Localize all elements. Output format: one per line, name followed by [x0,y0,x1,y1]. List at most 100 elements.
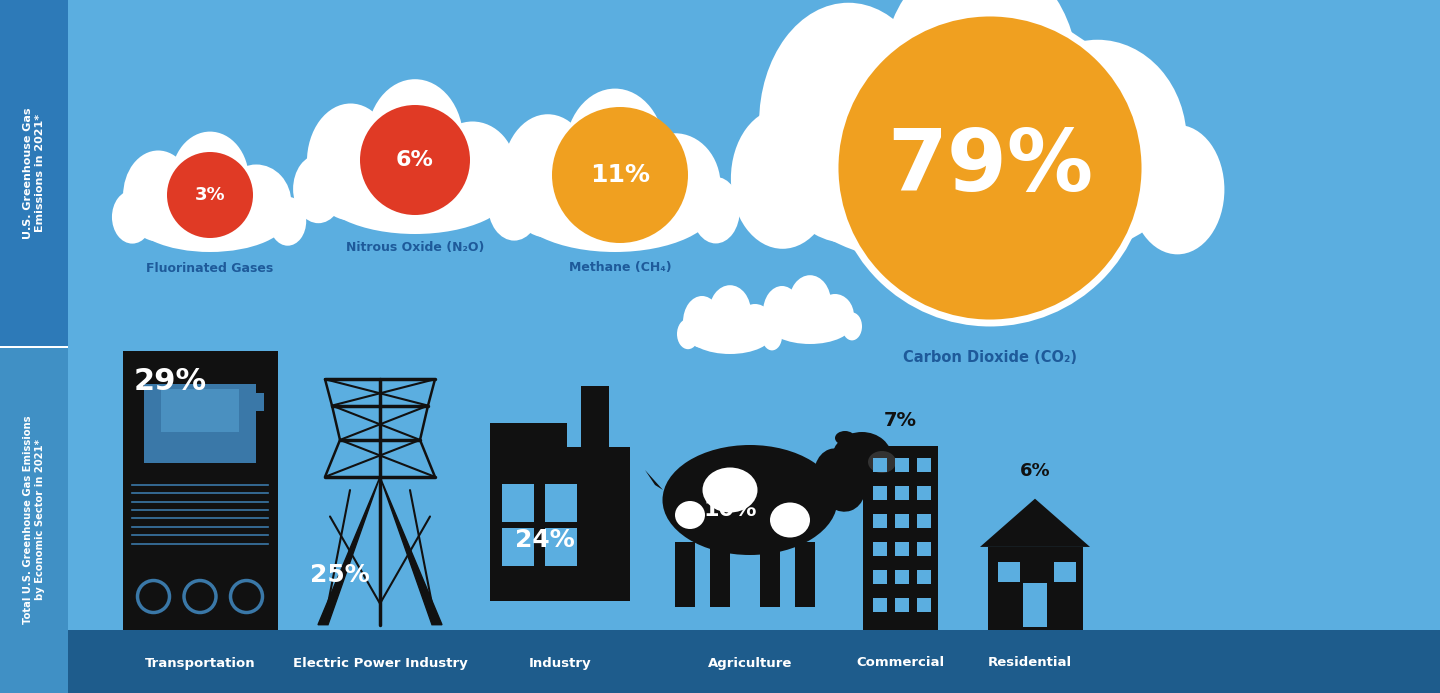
Polygon shape [981,499,1090,547]
Ellipse shape [429,121,516,220]
FancyBboxPatch shape [998,562,1020,582]
Text: 10%: 10% [703,500,757,520]
Polygon shape [645,470,662,490]
Text: 3%: 3% [194,186,225,204]
FancyBboxPatch shape [503,527,534,565]
Ellipse shape [881,0,1079,204]
Text: Agriculture: Agriculture [708,656,792,669]
Ellipse shape [868,451,896,473]
FancyBboxPatch shape [544,484,577,522]
Text: Transportation: Transportation [144,656,255,669]
Ellipse shape [789,275,831,330]
FancyBboxPatch shape [873,486,887,500]
FancyBboxPatch shape [1054,562,1076,582]
Ellipse shape [122,150,193,241]
Ellipse shape [703,468,757,513]
FancyBboxPatch shape [896,514,909,528]
FancyBboxPatch shape [896,542,909,556]
FancyBboxPatch shape [896,598,909,612]
FancyBboxPatch shape [988,547,1083,630]
Text: U.S. Greenhouse Gas
Emissions in 2021*: U.S. Greenhouse Gas Emissions in 2021* [23,107,45,239]
Ellipse shape [294,155,344,223]
Text: 25%: 25% [310,563,370,587]
Ellipse shape [112,191,153,244]
Ellipse shape [513,157,717,252]
FancyBboxPatch shape [544,527,577,565]
FancyBboxPatch shape [873,514,887,528]
Circle shape [167,152,253,238]
Ellipse shape [770,502,809,538]
Ellipse shape [662,445,838,555]
Ellipse shape [835,431,855,445]
Text: Industry: Industry [528,656,592,669]
Polygon shape [318,477,380,624]
FancyBboxPatch shape [161,389,239,432]
Ellipse shape [367,79,464,202]
Text: Fluorinated Gases: Fluorinated Gases [147,261,274,274]
FancyBboxPatch shape [873,542,887,556]
FancyBboxPatch shape [917,570,932,584]
Ellipse shape [842,313,863,340]
Text: 11%: 11% [590,163,649,187]
FancyBboxPatch shape [1022,583,1047,627]
Text: 6%: 6% [1020,462,1050,480]
FancyBboxPatch shape [863,446,937,630]
Circle shape [230,581,262,613]
Circle shape [184,581,216,613]
Ellipse shape [683,296,721,348]
Ellipse shape [736,304,775,348]
Circle shape [552,107,688,243]
Ellipse shape [171,132,249,227]
Ellipse shape [732,108,834,249]
Circle shape [360,105,469,215]
Ellipse shape [307,103,395,220]
Text: 7%: 7% [884,412,916,430]
Text: Total U.S. Greenhouse Gas Emissions
by Economic Sector in 2021*: Total U.S. Greenhouse Gas Emissions by E… [23,416,45,624]
FancyBboxPatch shape [873,458,887,472]
Text: 24%: 24% [516,528,575,552]
Ellipse shape [780,86,1179,271]
FancyBboxPatch shape [873,570,887,584]
Text: Carbon Dioxide (CO₂): Carbon Dioxide (CO₂) [903,351,1077,365]
FancyBboxPatch shape [580,386,609,601]
FancyBboxPatch shape [896,458,909,472]
Ellipse shape [708,286,752,340]
Text: 79%: 79% [887,127,1093,209]
FancyBboxPatch shape [490,447,631,601]
Ellipse shape [814,448,865,511]
FancyBboxPatch shape [917,598,932,612]
Ellipse shape [317,144,513,234]
FancyBboxPatch shape [0,346,68,347]
Ellipse shape [687,314,772,354]
FancyBboxPatch shape [68,630,1440,693]
FancyBboxPatch shape [917,486,932,500]
FancyBboxPatch shape [795,542,815,607]
Ellipse shape [503,114,593,238]
Ellipse shape [762,322,782,351]
Ellipse shape [691,177,740,243]
Ellipse shape [222,164,291,241]
FancyBboxPatch shape [760,542,780,607]
Circle shape [137,581,170,613]
FancyBboxPatch shape [917,542,932,556]
Ellipse shape [759,3,937,243]
FancyBboxPatch shape [917,458,932,472]
Ellipse shape [1130,125,1224,254]
FancyBboxPatch shape [490,423,567,452]
Text: Commercial: Commercial [855,656,945,669]
Ellipse shape [1008,40,1187,243]
Text: Residential: Residential [988,656,1071,669]
Ellipse shape [677,319,698,349]
FancyBboxPatch shape [896,486,909,500]
Ellipse shape [832,432,891,484]
FancyBboxPatch shape [503,484,534,522]
Ellipse shape [768,304,852,344]
FancyBboxPatch shape [144,393,153,411]
Ellipse shape [131,182,288,252]
Ellipse shape [488,163,534,226]
Ellipse shape [488,168,540,240]
FancyBboxPatch shape [256,393,264,411]
Text: Methane (CH₄): Methane (CH₄) [569,261,671,274]
FancyBboxPatch shape [917,514,932,528]
Circle shape [835,13,1145,323]
